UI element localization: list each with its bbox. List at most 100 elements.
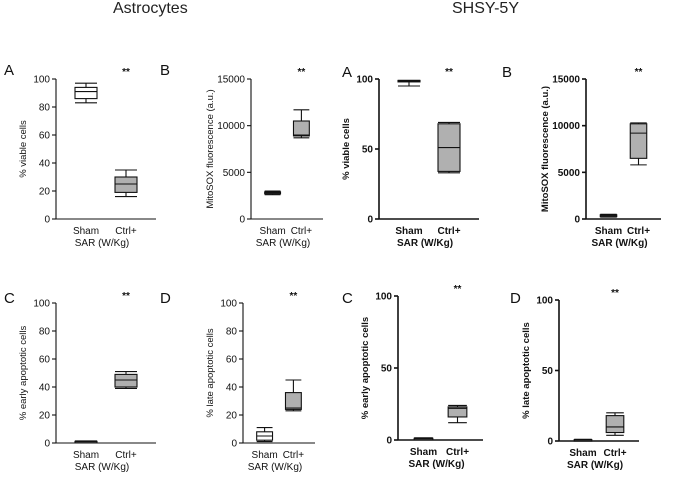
y-axis-title: % early apoptotic cells (360, 317, 371, 419)
x-tick-label: Sham (395, 226, 422, 237)
y-tick-label: 50 (362, 145, 374, 156)
y-tick-label: 80 (39, 327, 51, 338)
x-axis-title: SAR (W/Kg) (397, 238, 453, 249)
panel-letter: C (4, 290, 15, 307)
x-tick-label: Ctrl+ (437, 226, 460, 237)
y-tick-label: 60 (226, 355, 238, 366)
chart-astro-C: C 0 20 40 60 80 100 % early apoptotic cells Sham… (4, 290, 156, 473)
y-tick-label: 40 (226, 383, 238, 394)
y-axis-title: MitoSOX fluorescence (a.u.) (205, 89, 216, 208)
box-sham (573, 438, 593, 442)
y-tick-label: 0 (44, 439, 50, 450)
y-axis-title: MitoSOX fluorescence (a.u.) (540, 86, 551, 212)
x-axis-title: SAR (W/Kg) (75, 238, 129, 249)
y-tick-label: 20 (226, 411, 238, 422)
box-ctrl-plus (114, 371, 138, 389)
x-axis-title: SAR (W/Kg) (591, 238, 647, 249)
y-axis-title: % viable cells (18, 120, 29, 178)
panel-letter: B (160, 62, 170, 79)
panel-letter: C (342, 290, 353, 307)
y-axis-title: % late apoptotic cells (205, 328, 216, 417)
y-axis-title: % early apoptotic cells (18, 325, 29, 420)
y-tick-label: 0 (231, 439, 237, 450)
group-title-astrocytes: Astrocytes (113, 0, 188, 17)
group-title-shsy5y: SHSY-5Y (452, 0, 519, 17)
y-tick-label: 0 (44, 215, 50, 226)
y-tick-label: 10000 (217, 121, 245, 132)
significance-marker: ** (635, 67, 643, 78)
x-tick-label: Sham (569, 448, 596, 459)
y-tick-label: 100 (33, 299, 50, 310)
x-tick-label: Sham (595, 226, 622, 237)
x-tick-label: Ctrl+ (603, 448, 626, 459)
y-axis-title: % viable cells (341, 118, 352, 180)
box-sham (599, 213, 618, 218)
chart-astro-A: A 0 20 40 60 80 100 % viable cells Sham Ctrl+SAR … (4, 62, 156, 249)
box-iqr (114, 373, 138, 388)
significance-marker: ** (611, 288, 619, 299)
y-tick-label: 5000 (223, 168, 246, 179)
y-tick-label: 80 (39, 103, 51, 114)
box-sham (413, 437, 434, 441)
box-ctrl-plus (447, 404, 468, 424)
box-iqr (292, 120, 310, 137)
panel-letter: D (160, 290, 171, 307)
y-tick-label: 100 (375, 292, 392, 303)
x-tick-label: Ctrl+ (627, 226, 650, 237)
box-ctrl-plus (629, 122, 648, 166)
y-tick-label: 60 (39, 355, 51, 366)
y-tick-label: 15000 (552, 75, 580, 86)
y-tick-label: 100 (536, 296, 553, 307)
chart-shsy-D: D 0 50 100 % late apoptotic cells Sham Ctrl+SA… (510, 288, 639, 471)
significance-marker: ** (290, 291, 298, 302)
box-iqr (447, 406, 468, 418)
x-tick-label: Ctrl+ (291, 226, 313, 237)
y-tick-label: 100 (33, 75, 50, 86)
chart-astro-D: D 0 20 40 60 80 100 % late apoptotic cells Sham C… (160, 290, 315, 473)
panel-letter: A (4, 62, 14, 79)
box-sham (74, 440, 98, 444)
chart-shsy-C: C 0 50 100 % early apoptotic cells Sham Ctrl+S… (342, 284, 483, 470)
y-tick-label: 5000 (558, 168, 581, 179)
y-tick-label: 0 (574, 215, 580, 226)
x-tick-label: Sham (73, 450, 99, 461)
box-sham (264, 190, 282, 196)
box-iqr (629, 123, 648, 159)
y-tick-label: 15000 (217, 75, 245, 86)
significance-marker: ** (445, 67, 453, 78)
y-tick-label: 20 (39, 411, 51, 422)
x-axis-title: SAR (W/Kg) (248, 462, 302, 473)
y-tick-label: 60 (39, 131, 51, 142)
panel-letter: A (342, 64, 352, 81)
box-ctrl-plus (437, 121, 461, 174)
box-iqr (284, 392, 302, 410)
box-sham (74, 82, 98, 104)
y-tick-label: 100 (356, 75, 373, 86)
box-iqr (605, 415, 625, 434)
y-tick-label: 0 (367, 215, 373, 226)
significance-marker: ** (298, 67, 306, 78)
x-axis-title: SAR (W/Kg) (256, 238, 310, 249)
y-axis-title: % late apoptotic cells (521, 322, 532, 419)
y-tick-label: 0 (239, 215, 245, 226)
box-ctrl-plus (605, 412, 625, 436)
x-axis-title: SAR (W/Kg) (408, 459, 464, 470)
y-tick-label: 10000 (552, 121, 580, 132)
box-sham (256, 427, 274, 443)
box-ctrl-plus (292, 109, 310, 139)
box-iqr (114, 176, 138, 193)
chart-shsy-A: A 0 50 100 % viable cells Sham Ctrl+SAR (W/Kg)… (341, 64, 479, 249)
y-tick-label: 100 (220, 299, 237, 310)
box-ctrl-plus (284, 379, 302, 412)
box-ctrl-plus (114, 169, 138, 198)
y-tick-label: 20 (39, 187, 51, 198)
x-tick-label: Sham (260, 226, 286, 237)
y-tick-label: 0 (547, 437, 553, 448)
x-tick-label: Ctrl+ (283, 450, 305, 461)
significance-marker: ** (122, 67, 130, 78)
x-tick-label: Ctrl+ (115, 450, 137, 461)
panel-letter: D (510, 290, 521, 307)
